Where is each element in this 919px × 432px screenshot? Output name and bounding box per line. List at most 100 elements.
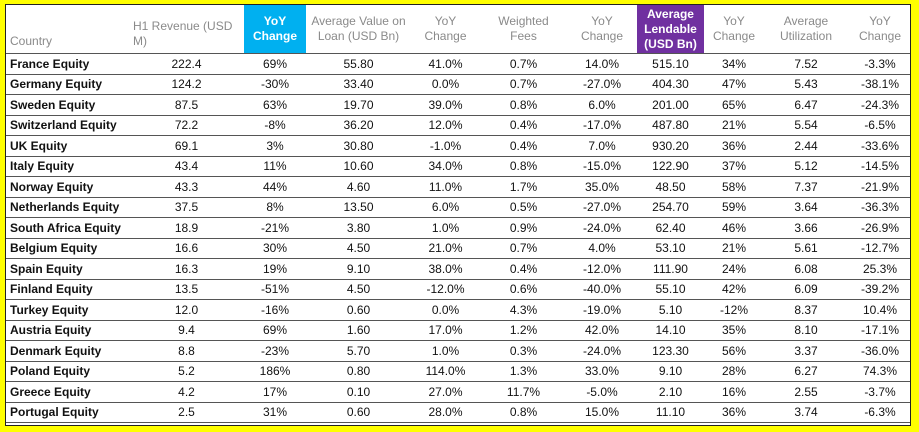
cell-value-on-loan-yoy-change: 28.0% xyxy=(411,402,480,423)
cell-weighted-fees: 11.7% xyxy=(480,381,567,403)
header-average-utilization: Average Utilization xyxy=(764,5,848,54)
table-row: South Africa Equity 18.9 -21% 3.80 1.0% 0.9% -… xyxy=(6,217,910,239)
cell-h1-revenue: 43.3 xyxy=(129,176,244,198)
table-row: Switzerland Equity 72.2 -8% 36.20 12.0% 0.4% -… xyxy=(6,115,910,136)
cell-lendable-yoy-change: 46% xyxy=(704,217,764,239)
cell-revenue-yoy-change: 11% xyxy=(244,156,306,177)
cell-weighted-fees: 4.3% xyxy=(480,299,567,321)
cell-fees-yoy-change: -5.0% xyxy=(567,381,637,403)
cell-fees-yoy-change: 6.0% xyxy=(567,94,637,116)
cell-utilization-yoy-change: -6.5% xyxy=(848,115,910,136)
cell-value-on-loan-yoy-change: 38.0% xyxy=(411,258,480,280)
cell-lendable-yoy-change: 36% xyxy=(704,402,764,423)
cell-h1-revenue: 8.8 xyxy=(129,340,244,362)
cell-value-on-loan-yoy-change: -1.0% xyxy=(411,135,480,157)
cell-average-lendable: 55.10 xyxy=(637,279,704,300)
header-row: Country H1 Revenue (USD M) YoY Change Av… xyxy=(6,5,910,54)
table-row: Spain Equity 16.3 19% 9.10 38.0% 0.4% -12.0% 11… xyxy=(6,258,910,280)
cell-average-lendable: 14.10 xyxy=(637,320,704,341)
cell-revenue-yoy-change: 30% xyxy=(244,238,306,259)
cell-utilization-yoy-change: -39.2% xyxy=(848,279,910,300)
cell-weighted-fees: 1.3% xyxy=(480,361,567,382)
header-value-on-loan-yoy-change: YoY Change xyxy=(411,5,480,54)
cell-average-utilization: 6.47 xyxy=(764,94,848,116)
cell-average-value-on-loan: 4.50 xyxy=(306,279,411,300)
cell-weighted-fees: 0.7% xyxy=(480,53,567,75)
cell-value-on-loan-yoy-change: 17.0% xyxy=(411,320,480,341)
cell-lendable-yoy-change: 36% xyxy=(704,135,764,157)
header-fees-yoy-change: YoY Change xyxy=(567,5,637,54)
table-row: Greece Equity 4.2 17% 0.10 27.0% 11.7% -5.0% 2.… xyxy=(6,381,910,403)
cell-average-value-on-loan: 0.80 xyxy=(306,361,411,382)
cell-fees-yoy-change: 4.0% xyxy=(567,238,637,259)
cell-lendable-yoy-change: 28% xyxy=(704,361,764,382)
cell-fees-yoy-change: -19.0% xyxy=(567,299,637,321)
cell-average-utilization: 6.09 xyxy=(764,279,848,300)
cell-average-utilization: 8.10 xyxy=(764,320,848,341)
header-average-value-on-loan: Average Value on Loan (USD Bn) xyxy=(306,5,411,54)
cell-country: Portugal Equity xyxy=(6,402,129,423)
cell-average-value-on-loan: 33.40 xyxy=(306,74,411,95)
cell-revenue-yoy-change: 44% xyxy=(244,176,306,198)
cell-average-utilization: 3.66 xyxy=(764,217,848,239)
cell-weighted-fees: 0.4% xyxy=(480,258,567,280)
cell-utilization-yoy-change: -12.7% xyxy=(848,238,910,259)
table-row: Norway Equity 43.3 44% 4.60 11.0% 1.7% 35.0% 48… xyxy=(6,176,910,198)
cell-lendable-yoy-change: 24% xyxy=(704,258,764,280)
cell-average-value-on-loan: 5.70 xyxy=(306,340,411,362)
cell-utilization-yoy-change: -38.1% xyxy=(848,74,910,95)
cell-value-on-loan-yoy-change: 0.0% xyxy=(411,74,480,95)
cell-revenue-yoy-change: 186% xyxy=(244,361,306,382)
cell-average-utilization: 5.12 xyxy=(764,156,848,177)
cell-lendable-yoy-change: 34% xyxy=(704,53,764,75)
cell-lendable-yoy-change: 16% xyxy=(704,381,764,403)
cell-utilization-yoy-change: -24.3% xyxy=(848,94,910,116)
cell-h1-revenue: 4.2 xyxy=(129,381,244,403)
cell-average-value-on-loan: 4.60 xyxy=(306,176,411,198)
cell-average-utilization: 5.54 xyxy=(764,115,848,136)
cell-value-on-loan-yoy-change: 114.0% xyxy=(411,361,480,382)
cell-country: Finland Equity xyxy=(6,279,129,300)
cell-lendable-yoy-change: 47% xyxy=(704,74,764,95)
table-row: Italy Equity 43.4 11% 10.60 34.0% 0.8% -15.0% 1… xyxy=(6,156,910,177)
cell-value-on-loan-yoy-change: 41.0% xyxy=(411,53,480,75)
cell-fees-yoy-change: 33.0% xyxy=(567,361,637,382)
cell-utilization-yoy-change: -3.7% xyxy=(848,381,910,403)
cell-average-value-on-loan: 10.60 xyxy=(306,156,411,177)
cell-average-utilization: 3.74 xyxy=(764,402,848,423)
cell-h1-revenue: 87.5 xyxy=(129,94,244,116)
cell-revenue-yoy-change: 31% xyxy=(244,402,306,423)
cell-weighted-fees: 0.9% xyxy=(480,217,567,239)
cell-weighted-fees: 0.7% xyxy=(480,74,567,95)
cell-value-on-loan-yoy-change: 34.0% xyxy=(411,156,480,177)
table-row: Austria Equity 9.4 69% 1.60 17.0% 1.2% 42.0% 14… xyxy=(6,320,910,341)
cell-country: Denmark Equity xyxy=(6,340,129,362)
cell-weighted-fees: 0.8% xyxy=(480,94,567,116)
cell-utilization-yoy-change: -21.9% xyxy=(848,176,910,198)
cell-country: Norway Equity xyxy=(6,176,129,198)
cell-average-utilization: 7.52 xyxy=(764,53,848,75)
cell-fees-yoy-change: 35.0% xyxy=(567,176,637,198)
cell-average-value-on-loan: 55.80 xyxy=(306,53,411,75)
header-country: Country xyxy=(6,5,129,54)
cell-lendable-yoy-change: 37% xyxy=(704,156,764,177)
cell-revenue-yoy-change: -21% xyxy=(244,217,306,239)
cell-value-on-loan-yoy-change: 27.0% xyxy=(411,381,480,403)
cell-country: Poland Equity xyxy=(6,361,129,382)
cell-average-lendable: 48.50 xyxy=(637,176,704,198)
equity-lending-table: Country H1 Revenue (USD M) YoY Change Av… xyxy=(6,5,910,423)
cell-average-lendable: 53.10 xyxy=(637,238,704,259)
cell-average-lendable: 5.10 xyxy=(637,299,704,321)
cell-average-utilization: 6.27 xyxy=(764,361,848,382)
header-h1-revenue: H1 Revenue (USD M) xyxy=(129,5,244,54)
header-lendable-yoy-change: YoY Change xyxy=(704,5,764,54)
cell-h1-revenue: 37.5 xyxy=(129,197,244,218)
cell-fees-yoy-change: -27.0% xyxy=(567,197,637,218)
cell-fees-yoy-change: 15.0% xyxy=(567,402,637,423)
cell-country: Austria Equity xyxy=(6,320,129,341)
cell-utilization-yoy-change: 74.3% xyxy=(848,361,910,382)
cell-weighted-fees: 1.2% xyxy=(480,320,567,341)
cell-average-value-on-loan: 0.10 xyxy=(306,381,411,403)
table-frame: Country H1 Revenue (USD M) YoY Change Av… xyxy=(5,4,911,426)
cell-revenue-yoy-change: -23% xyxy=(244,340,306,362)
